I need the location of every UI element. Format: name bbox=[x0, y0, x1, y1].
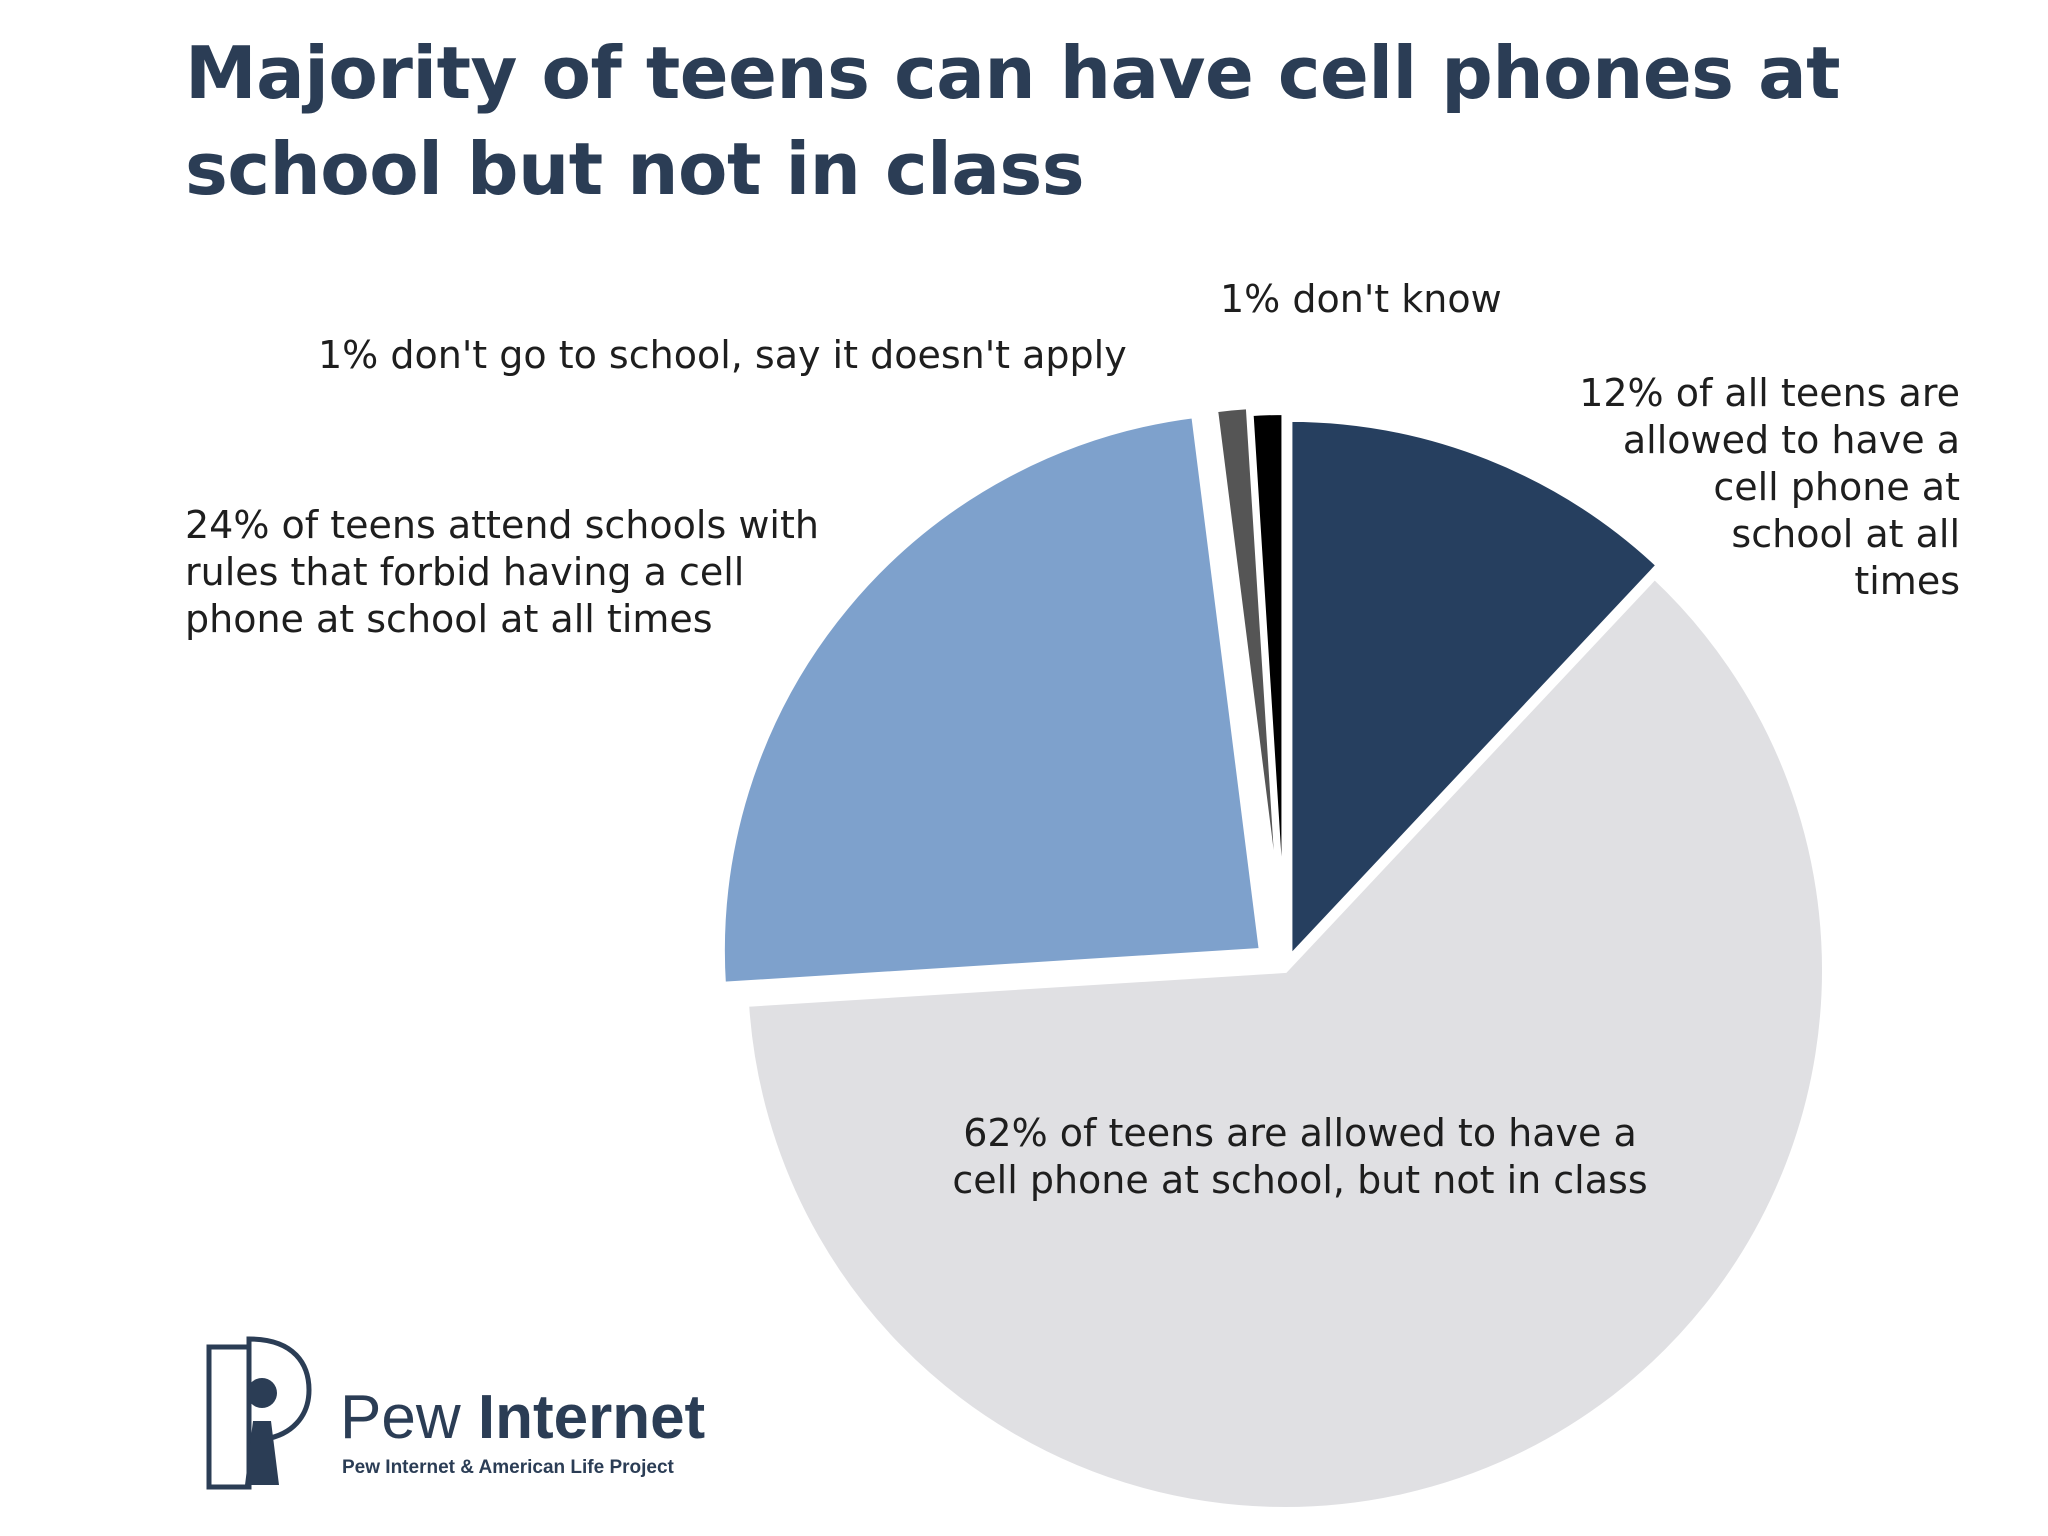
chart-title: Majority of teens can have cell phones a… bbox=[185, 31, 1841, 211]
slice-forbid bbox=[718, 411, 1266, 988]
slice-label-forbid: 24% of teens attend schools with rules t… bbox=[185, 503, 819, 641]
slice-label-dont-go-to-school: 1% don't go to school, say it doesn't ap… bbox=[318, 333, 1127, 377]
pew-logo-mark-icon bbox=[206, 1336, 312, 1490]
logo-subtitle: Pew Internet & American Life Project bbox=[342, 1457, 674, 1478]
logo-name-light: Pew bbox=[340, 1383, 478, 1452]
pew-internet-logo: Pew Internet Pew Internet & American Lif… bbox=[205, 1335, 805, 1505]
slice-allowed-all-times bbox=[1286, 415, 1664, 967]
slice-label-allowed-all-times: 12% of all teens are allowed to have a c… bbox=[1579, 371, 1960, 603]
slice-dont-go-to-school bbox=[1211, 402, 1286, 946]
slice-label-dont-know: 1% don't know bbox=[1220, 277, 1502, 321]
slice-not-in-class bbox=[742, 572, 1828, 1513]
logo-name: Pew Internet bbox=[340, 1383, 705, 1453]
slice-dont-know bbox=[1247, 409, 1288, 953]
slice-label-not-in-class: 62% of teens are allowed to have a cell … bbox=[952, 1111, 1648, 1202]
logo-name-bold: Internet bbox=[477, 1383, 706, 1452]
